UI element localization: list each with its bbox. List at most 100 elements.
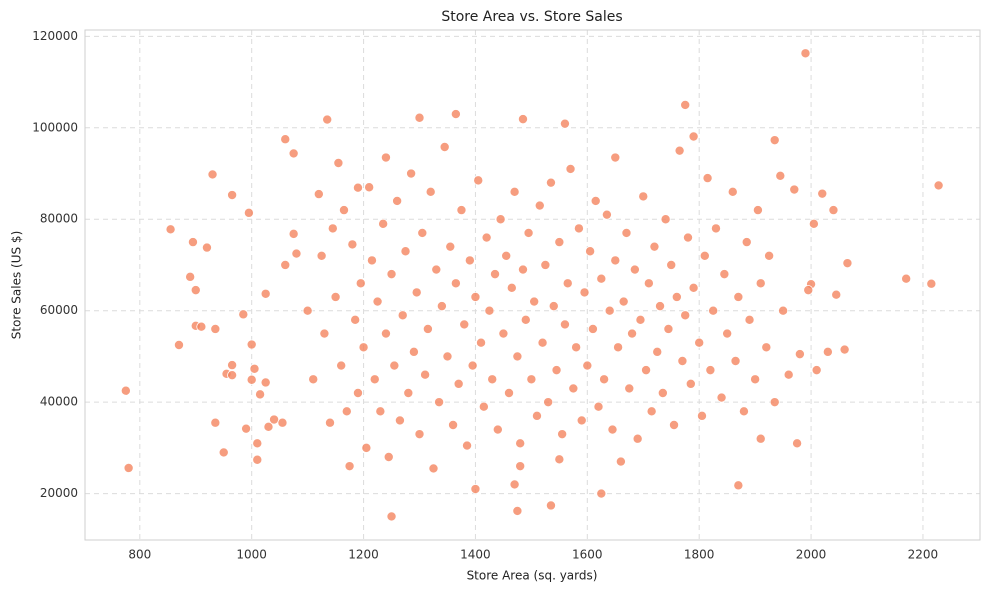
point	[490, 269, 501, 280]
point	[207, 169, 218, 180]
point	[450, 109, 461, 120]
point	[380, 328, 391, 339]
point	[529, 296, 540, 307]
point	[428, 463, 439, 474]
point	[515, 461, 526, 472]
point	[828, 205, 839, 216]
point	[386, 511, 397, 522]
point	[730, 355, 741, 366]
point	[431, 264, 442, 275]
point	[627, 328, 638, 339]
point	[280, 259, 291, 270]
point	[459, 319, 470, 330]
point	[688, 131, 699, 142]
point	[635, 314, 646, 325]
point	[559, 319, 570, 330]
point	[422, 323, 433, 334]
point	[406, 168, 417, 179]
point	[615, 456, 626, 467]
point	[543, 397, 554, 408]
point	[400, 246, 411, 257]
point	[246, 374, 257, 385]
point	[190, 285, 201, 296]
point	[562, 278, 573, 289]
point	[246, 339, 257, 350]
point	[408, 346, 419, 357]
point	[646, 406, 657, 417]
point	[414, 429, 425, 440]
point	[386, 269, 397, 280]
point	[470, 291, 481, 302]
point	[607, 424, 618, 435]
point	[255, 389, 266, 400]
point	[434, 397, 445, 408]
point	[420, 369, 431, 380]
point	[375, 406, 386, 417]
point	[590, 195, 601, 206]
point	[512, 351, 523, 362]
point	[537, 337, 548, 348]
point	[618, 296, 629, 307]
point	[604, 305, 615, 316]
point	[571, 342, 582, 353]
point	[576, 415, 587, 426]
point	[185, 271, 196, 282]
point	[330, 291, 341, 302]
x-tick-label: 1200	[348, 548, 379, 562]
point	[263, 421, 274, 432]
point	[744, 314, 755, 325]
point	[515, 438, 526, 449]
point	[509, 479, 520, 490]
point	[196, 321, 207, 332]
point	[582, 360, 593, 371]
point	[456, 205, 467, 216]
plot-frame	[84, 29, 981, 541]
point	[252, 438, 263, 449]
point	[722, 328, 733, 339]
point	[520, 314, 531, 325]
point	[478, 401, 489, 412]
point	[358, 342, 369, 353]
point	[610, 255, 621, 266]
point	[512, 505, 523, 516]
point	[227, 190, 238, 201]
point	[473, 175, 484, 186]
point	[565, 163, 576, 174]
point	[227, 360, 238, 371]
point	[389, 360, 400, 371]
point	[699, 250, 710, 261]
point	[680, 310, 691, 321]
point	[476, 337, 487, 348]
point	[579, 287, 590, 298]
x-tick-label: 1000	[236, 548, 267, 562]
point	[666, 259, 677, 270]
point	[551, 365, 562, 376]
point	[587, 323, 598, 334]
point	[453, 378, 464, 389]
point	[487, 374, 498, 385]
y-tick-label: 40000	[40, 395, 78, 409]
point	[369, 374, 380, 385]
point	[632, 433, 643, 444]
x-tick-label: 2000	[796, 548, 827, 562]
point	[842, 258, 853, 269]
point	[123, 462, 134, 473]
point	[425, 186, 436, 197]
point	[775, 170, 786, 181]
point	[660, 214, 671, 225]
point	[501, 250, 512, 261]
point	[308, 374, 319, 385]
point	[417, 227, 428, 238]
point	[403, 387, 414, 398]
point	[624, 383, 635, 394]
point	[601, 209, 612, 220]
point	[439, 142, 450, 153]
point	[696, 410, 707, 421]
y-tick-label: 100000	[32, 120, 78, 134]
point	[783, 369, 794, 380]
x-tick-label: 1400	[460, 548, 491, 562]
point	[397, 310, 408, 321]
point	[554, 237, 565, 248]
point	[355, 278, 366, 289]
